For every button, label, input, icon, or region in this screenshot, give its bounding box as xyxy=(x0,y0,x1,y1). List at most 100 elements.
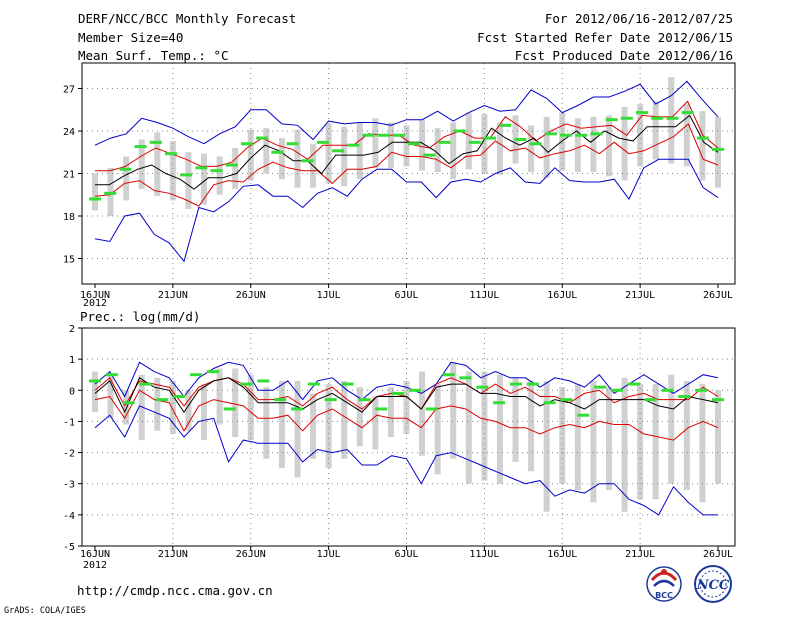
spread-bar xyxy=(154,132,161,197)
x-tick-label: 16JUL xyxy=(547,290,577,301)
spread-bar xyxy=(574,118,581,173)
spread-bar xyxy=(341,380,348,459)
spread-bar xyxy=(123,390,130,425)
x-tick-label: 16JUN xyxy=(80,549,110,560)
bcc-logo: BCC xyxy=(646,566,682,602)
spread-bar xyxy=(294,380,301,478)
spread-bar xyxy=(356,387,363,447)
x-tick-label: 16JUL xyxy=(547,549,577,560)
spread-bar xyxy=(528,380,535,472)
spread-bar xyxy=(387,387,394,437)
spread-bar xyxy=(621,106,628,181)
spread-bar xyxy=(605,387,612,490)
spread-bar xyxy=(450,362,457,459)
spread-bar xyxy=(185,152,192,209)
spread-bar xyxy=(247,374,254,441)
spread-bar xyxy=(372,396,379,450)
spread-bar xyxy=(263,387,270,459)
spread-bar xyxy=(201,153,208,205)
spread-bar xyxy=(434,384,441,475)
spread-bar xyxy=(387,122,394,168)
median-line xyxy=(94,377,719,414)
spread-bar xyxy=(278,138,285,180)
temp-panel-title: Mean Surf. Temp.: °C xyxy=(78,48,229,63)
spread-bar xyxy=(419,119,426,171)
y-tick-label: 0 xyxy=(69,386,75,397)
q25-line xyxy=(94,389,719,441)
spread-bar xyxy=(637,384,644,500)
x-tick-label: 11JUL xyxy=(469,549,499,560)
x-tick-label: 26JUL xyxy=(703,290,733,301)
spread-bar xyxy=(465,371,472,484)
max-line xyxy=(94,361,719,401)
y-tick-label: 27 xyxy=(63,85,75,96)
y-tick-label: -5 xyxy=(63,542,75,553)
spread-bar xyxy=(450,122,457,180)
spread-bar xyxy=(574,384,581,490)
x-tick-label: 21JUL xyxy=(625,549,655,560)
y-tick-label: 2 xyxy=(69,324,75,335)
footer-url[interactable]: http://cmdp.ncc.cma.gov.cn xyxy=(77,583,273,598)
started-refer-date: Fcst Started Refer Date 2012/06/15 xyxy=(477,30,733,45)
spread-bar xyxy=(496,374,503,484)
spread-bar xyxy=(92,371,98,413)
median-line xyxy=(95,114,719,190)
spread-bar xyxy=(465,112,472,170)
spread-bar xyxy=(403,125,410,167)
x-tick-label: 6JUL xyxy=(394,549,418,560)
chart-title: DERF/NCC/BCC Monthly Forecast xyxy=(78,11,296,26)
year-label: 2012 xyxy=(83,298,107,309)
y-tick-label: -3 xyxy=(63,480,75,491)
spread-bar xyxy=(154,377,161,431)
spread-bar xyxy=(683,104,690,167)
spread-bar xyxy=(668,374,675,484)
x-tick-label: 1JUL xyxy=(317,290,341,301)
y-tick-label: 15 xyxy=(63,255,75,266)
ncc-logo-label: NCC xyxy=(696,578,730,593)
member-size: Member Size=40 xyxy=(78,30,183,45)
spread-bar xyxy=(356,122,363,180)
spread-bar xyxy=(590,380,597,503)
spread-bar xyxy=(232,368,239,437)
x-tick-label: 26JUN xyxy=(236,549,266,560)
spread-bar xyxy=(668,77,675,164)
spread-bar xyxy=(699,111,706,181)
spread-bar xyxy=(715,390,721,484)
x-tick-label: 26JUL xyxy=(703,549,733,560)
spread-bar xyxy=(310,393,317,459)
spread-bar xyxy=(294,129,301,188)
prec-panel-title: Prec.: log(mm/d) xyxy=(80,309,200,324)
min-line xyxy=(94,405,718,516)
spread-bar xyxy=(512,377,519,462)
spread-bar xyxy=(123,156,130,201)
grads-credit: GrADS: COLA/IGES xyxy=(4,606,86,616)
spread-bar xyxy=(372,118,379,168)
x-tick-label: 21JUL xyxy=(625,290,655,301)
y-tick-label: 21 xyxy=(63,170,75,181)
y-tick-label: 1 xyxy=(69,355,75,366)
x-tick-label: 11JUL xyxy=(469,290,499,301)
spread-bar xyxy=(543,116,550,178)
spread-bar xyxy=(107,374,114,419)
spread-bar xyxy=(263,128,270,174)
spread-bar xyxy=(559,112,566,171)
spread-bar xyxy=(403,380,410,434)
y-tick-label: -2 xyxy=(63,449,75,460)
spread-bar xyxy=(232,148,239,190)
spread-bar xyxy=(247,129,254,181)
spread-bar xyxy=(652,384,659,500)
spread-bar xyxy=(528,125,535,173)
produced-date: Fcst Produced Date 2012/06/16 xyxy=(515,48,733,63)
spread-bar xyxy=(543,380,550,512)
spread-bar xyxy=(325,384,332,469)
x-tick-label: 1JUL xyxy=(317,549,341,560)
x-tick-label: 26JUN xyxy=(236,290,266,301)
forecast-range: For 2012/06/16-2012/07/25 xyxy=(545,11,733,26)
spread-bar xyxy=(652,101,659,160)
spread-bar xyxy=(216,156,223,195)
spread-bar xyxy=(434,128,441,173)
spread-bar xyxy=(559,387,566,484)
spread-bar xyxy=(169,140,176,201)
spread-bar xyxy=(419,371,426,456)
